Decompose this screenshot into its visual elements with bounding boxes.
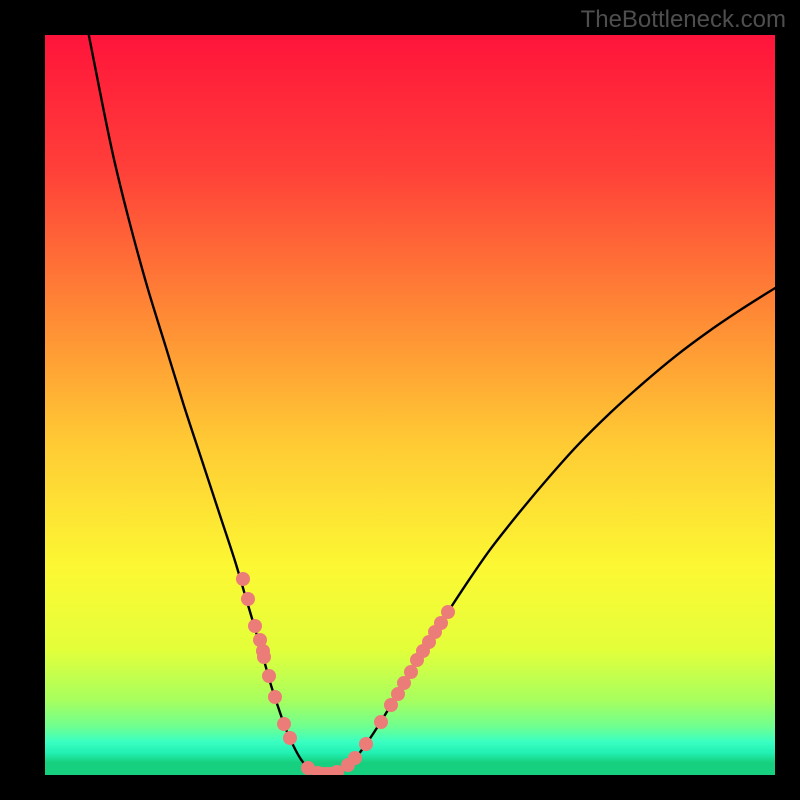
chart-frame [40, 30, 780, 780]
watermark-label: TheBottleneck.com [581, 6, 786, 34]
